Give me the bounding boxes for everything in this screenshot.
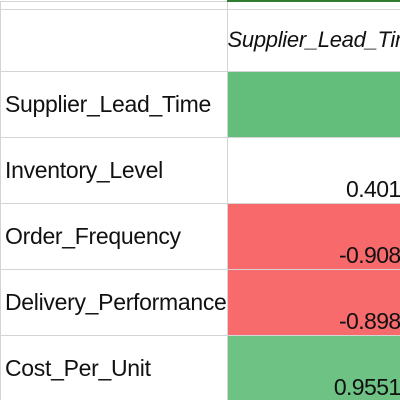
data-cell[interactable]: 1 [226, 70, 400, 138]
previous-row-strip [0, 0, 400, 10]
table-row: Supplier_Lead_Time 1 [0, 70, 400, 138]
header-row: Supplier_Lead_Time Inventory_Level Order… [0, 8, 400, 72]
row-label-supplier-lead-time[interactable]: Supplier_Lead_Time [0, 70, 228, 138]
data-cell[interactable]: -0.89896 [226, 268, 400, 336]
row-label-order-frequency[interactable]: Order_Frequency [0, 202, 228, 270]
table-row: Order_Frequency -0.90867 -0.33754 1 [0, 202, 400, 270]
data-cell[interactable]: 0.955102 [226, 334, 400, 400]
corner-cell[interactable] [0, 8, 228, 72]
data-cell[interactable]: 0.40144 [226, 136, 400, 204]
table-row: Cost_Per_Unit 0.955102 0.37495 -0.875044… [0, 334, 400, 400]
row-label-delivery-performance[interactable]: Delivery_Performance [0, 268, 228, 336]
row-label-cost-per-unit[interactable]: Cost_Per_Unit [0, 334, 228, 400]
row-label-inventory-level[interactable]: Inventory_Level [0, 136, 228, 204]
strip-cell[interactable] [0, 0, 228, 10]
table-row: Inventory_Level 0.40144 1 [0, 136, 400, 204]
data-cell[interactable]: -0.90867 [226, 202, 400, 270]
strip-cell[interactable] [226, 0, 400, 10]
column-header-supplier-lead-time[interactable]: Supplier_Lead_Time [226, 8, 400, 72]
table-row: Delivery_Performance -0.89896 -0.308857 … [0, 268, 400, 336]
